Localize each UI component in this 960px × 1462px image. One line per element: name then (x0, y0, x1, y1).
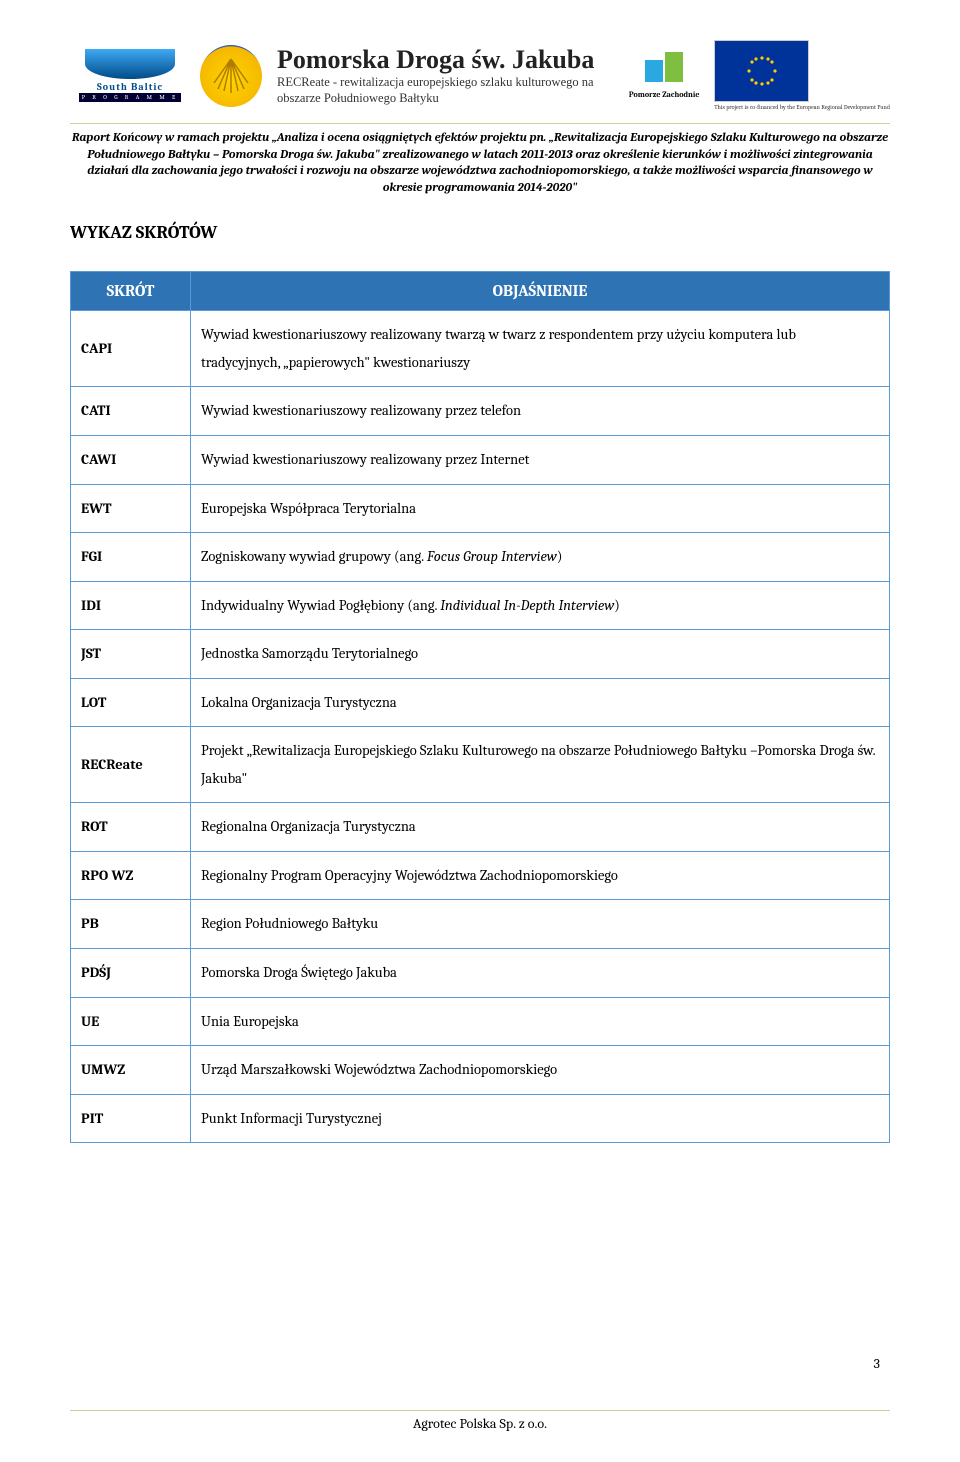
table-row: RPO WZRegionalny Program Operacyjny Woje… (71, 851, 890, 900)
table-row: ROTRegionalna Organizacja Turystyczna (71, 803, 890, 852)
header-divider (70, 123, 890, 124)
desc-cell: Regionalny Program Operacyjny Województw… (191, 851, 890, 900)
abbr-cell: FGI (71, 533, 191, 582)
desc-cell: Wywiad kwestionariuszowy realizowany twa… (191, 311, 890, 387)
table-row: UMWZUrząd Marszałkowski Województwa Zach… (71, 1046, 890, 1095)
abbr-cell: PIT (71, 1094, 191, 1143)
page-number: 3 (874, 1355, 880, 1372)
south-baltic-sublabel: P R O G R A M M E (79, 93, 181, 102)
table-row: JSTJednostka Samorządu Terytorialnego (71, 630, 890, 679)
shell-svg-icon (210, 55, 252, 97)
table-header-desc: OBJAŚNIENIE (191, 272, 890, 311)
table-row: PDŚJPomorska Droga Świętego Jakuba (71, 949, 890, 998)
desc-cell: Zogniskowany wywiad grupowy (ang. Focus … (191, 533, 890, 582)
project-title-block: Pomorska Droga św. Jakuba RECReate - rew… (272, 45, 614, 106)
abbr-cell: RECReate (71, 727, 191, 803)
project-subtitle: RECReate - rewitalizacja europejskiego s… (277, 75, 614, 106)
desc-cell: Punkt Informacji Turystycznej (191, 1094, 890, 1143)
desc-cell: Region Południowego Bałtyku (191, 900, 890, 949)
table-row: EWTEuropejska Współpraca Terytorialna (71, 484, 890, 533)
table-row: LOTLokalna Organizacja Turystyczna (71, 678, 890, 727)
table-row: PBRegion Południowego Bałtyku (71, 900, 890, 949)
footer-divider (70, 1410, 890, 1411)
eu-flag-icon (714, 40, 809, 102)
desc-cell: Urząd Marszałkowski Województwa Zachodni… (191, 1046, 890, 1095)
table-row: FGIZogniskowany wywiad grupowy (ang. Foc… (71, 533, 890, 582)
table-body: CAPIWywiad kwestionariuszowy realizowany… (71, 311, 890, 1143)
abbr-cell: EWT (71, 484, 191, 533)
abbr-cell: LOT (71, 678, 191, 727)
desc-cell: Indywidualny Wywiad Pogłębiony (ang. Ind… (191, 581, 890, 630)
desc-cell: Wywiad kwestionariuszowy realizowany prz… (191, 387, 890, 436)
project-title: Pomorska Droga św. Jakuba (277, 45, 614, 75)
pomorze-icon (645, 52, 683, 90)
report-description: Raport Końcowy w ramach projektu „Analiz… (70, 130, 890, 196)
shell-icon (200, 45, 262, 107)
abbr-cell: ROT (71, 803, 191, 852)
table-row: CAWIWywiad kwestionariuszowy realizowany… (71, 436, 890, 485)
abbr-cell: RPO WZ (71, 851, 191, 900)
abbreviations-table: SKRÓT OBJAŚNIENIE CAPIWywiad kwestionari… (70, 271, 890, 1143)
abbr-cell: IDI (71, 581, 191, 630)
abbr-cell: UE (71, 997, 191, 1046)
table-row: CAPIWywiad kwestionariuszowy realizowany… (71, 311, 890, 387)
abbr-cell: PDŚJ (71, 949, 191, 998)
table-row: RECReateProjekt „Rewitalizacja Europejsk… (71, 727, 890, 803)
pomorze-label: Pomorze Zachodnie (629, 90, 700, 99)
eu-logo-block: This project is co-financed by the Europ… (714, 40, 890, 111)
table-header-row: SKRÓT OBJAŚNIENIE (71, 272, 890, 311)
desc-cell: Unia Europejska (191, 997, 890, 1046)
table-row: UEUnia Europejska (71, 997, 890, 1046)
abbr-cell: UMWZ (71, 1046, 191, 1095)
table-header-abbr: SKRÓT (71, 272, 191, 311)
table-row: IDIIndywidualny Wywiad Pogłębiony (ang. … (71, 581, 890, 630)
table-row: CATIWywiad kwestionariuszowy realizowany… (71, 387, 890, 436)
footer-text: Agrotec Polska Sp. z o.o. (413, 1415, 547, 1432)
desc-cell: Lokalna Organizacja Turystyczna (191, 678, 890, 727)
header-logo-row: South Baltic P R O G R A M M E Pomorska … (70, 40, 890, 111)
abbr-cell: PB (71, 900, 191, 949)
south-baltic-label: South Baltic (97, 81, 163, 93)
desc-cell: Projekt „Rewitalizacja Europejskiego Szl… (191, 727, 890, 803)
desc-cell: Wywiad kwestionariuszowy realizowany prz… (191, 436, 890, 485)
section-title: WYKAZ SKRÓTÓW (70, 222, 890, 243)
pomorze-logo: Pomorze Zachodnie (624, 41, 704, 111)
south-baltic-logo: South Baltic P R O G R A M M E (70, 41, 190, 111)
table-row: PITPunkt Informacji Turystycznej (71, 1094, 890, 1143)
document-page: South Baltic P R O G R A M M E Pomorska … (0, 0, 960, 1462)
eu-caption: This project is co-financed by the Europ… (714, 104, 890, 111)
abbr-cell: CAPI (71, 311, 191, 387)
desc-cell: Regionalna Organizacja Turystyczna (191, 803, 890, 852)
desc-cell: Jednostka Samorządu Terytorialnego (191, 630, 890, 679)
wave-icon (85, 49, 175, 79)
abbr-cell: CAWI (71, 436, 191, 485)
page-footer: Agrotec Polska Sp. z o.o. (0, 1410, 960, 1432)
abbr-cell: CATI (71, 387, 191, 436)
abbr-cell: JST (71, 630, 191, 679)
desc-cell: Europejska Współpraca Terytorialna (191, 484, 890, 533)
desc-cell: Pomorska Droga Świętego Jakuba (191, 949, 890, 998)
